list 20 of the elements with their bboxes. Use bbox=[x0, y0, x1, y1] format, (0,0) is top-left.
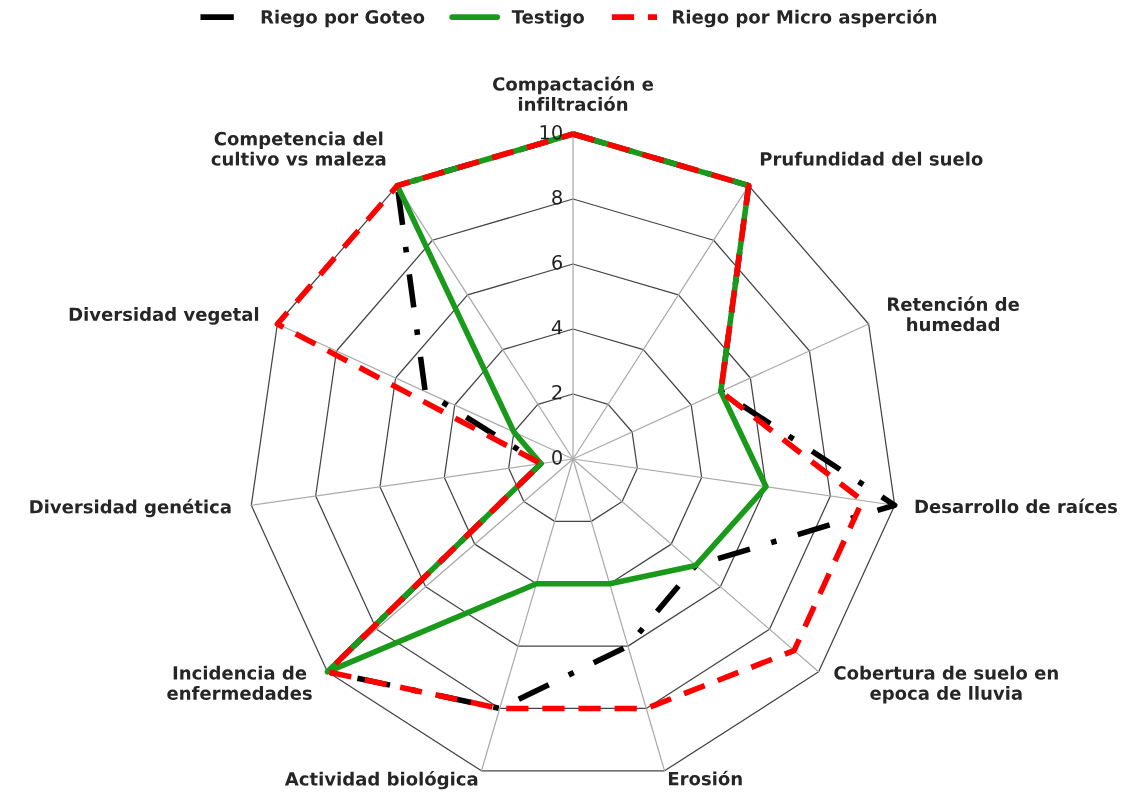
spoke-label: Competencia del cultivo vs maleza bbox=[211, 131, 386, 166]
spoke-label: Compactación e infiltración bbox=[493, 76, 654, 111]
spoke-label: Desarrollo de raíces bbox=[915, 498, 1118, 514]
spoke-label: Prufundidad del suelo bbox=[760, 151, 983, 166]
spoke-label: Erosión bbox=[668, 770, 742, 786]
spoke-label: Actividad biológica bbox=[284, 771, 478, 790]
y-tick-label: 4 bbox=[551, 320, 563, 335]
spoke-label: Diversidad vegetal bbox=[69, 307, 259, 325]
spoke-label: Diversidad genética bbox=[30, 498, 231, 518]
y-tick-label: 0 bbox=[552, 449, 562, 465]
spoke-label: Retención de humedad bbox=[888, 296, 1019, 332]
spoke-label: Incidencia de enfermedades bbox=[167, 665, 312, 700]
y-tick-label: 2 bbox=[552, 384, 562, 400]
spoke-label: Cobertura de suelo en epoca de lluvia bbox=[834, 665, 1058, 704]
legend-label: Riego por Micro asperción bbox=[673, 9, 937, 28]
legend-label: Riego por Goteo bbox=[261, 9, 425, 28]
y-tick-label: 6 bbox=[552, 254, 563, 270]
legend-label: Testigo bbox=[511, 9, 584, 28]
y-tick-label: 10 bbox=[540, 124, 562, 140]
y-tick-label: 8 bbox=[552, 189, 562, 205]
